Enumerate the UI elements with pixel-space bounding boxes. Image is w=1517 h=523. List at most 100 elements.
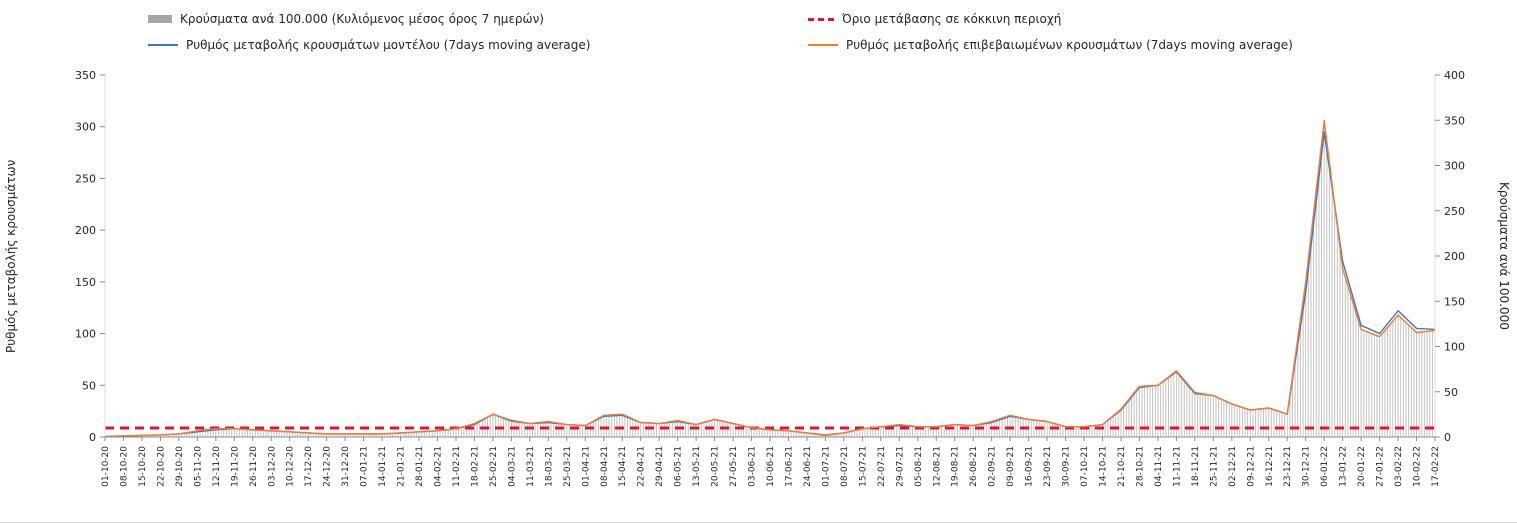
- y-right-tick-label: 350: [1444, 114, 1465, 127]
- gray-bar-swatch-icon: [148, 15, 172, 23]
- y-left-tick-label: 100: [75, 328, 96, 341]
- x-tick-label: 27-01-22: [1376, 446, 1386, 487]
- y-right-tick-label: 100: [1444, 341, 1465, 354]
- x-tick-label: 17-06-21: [784, 446, 794, 487]
- x-tick-label: 06-01-22: [1320, 446, 1330, 487]
- x-tick-label: 19-11-20: [230, 446, 240, 487]
- x-tick-label: 01-07-21: [821, 446, 831, 487]
- x-tick-label: 26-11-20: [249, 446, 259, 487]
- x-tick-label: 13-01-22: [1339, 446, 1349, 487]
- x-tick-label: 18-03-21: [544, 446, 554, 487]
- x-tick-label: 30-12-21: [1302, 446, 1312, 487]
- x-tick-label: 14-10-21: [1099, 446, 1109, 487]
- y-right-tick-label: 50: [1444, 386, 1458, 399]
- x-tick-label: 24-12-20: [323, 446, 333, 487]
- legend-label-confirmed-rate: Ρυθμός μεταβολής επιβεβαιωμένων κρουσμάτ…: [846, 38, 1293, 52]
- x-tick-label: 26-08-21: [969, 446, 979, 487]
- x-tick-label: 15-07-21: [858, 446, 868, 487]
- x-tick-label: 14-01-21: [378, 446, 388, 487]
- x-tick-label: 10-06-21: [766, 446, 776, 487]
- confirmed-line: [104, 119, 1436, 438]
- legend-item-threshold: Όριο μετάβασης σε κόκκινη περιοχή: [808, 10, 1061, 28]
- x-tick-label: 29-10-20: [175, 446, 185, 487]
- x-tick-label: 06-05-21: [674, 446, 684, 487]
- y-left-tick-label: 300: [75, 121, 96, 134]
- x-tick-label: 18-02-21: [470, 446, 480, 487]
- legend-label-model-rate: Ρυθμός μεταβολής κρουσμάτων μοντέλου (7d…: [186, 38, 591, 52]
- x-tick-label: 21-10-21: [1117, 446, 1127, 487]
- x-tick-label: 28-01-21: [415, 446, 425, 487]
- x-tick-label: 16-09-21: [1025, 446, 1035, 487]
- x-tick-label: 25-03-21: [563, 446, 573, 487]
- x-tick-label: 12-11-20: [212, 446, 222, 487]
- x-tick-label: 17-02-22: [1431, 446, 1441, 487]
- x-tick-label: 07-01-21: [360, 446, 370, 487]
- x-tick-label: 02-12-21: [1228, 446, 1238, 487]
- legend-item-model-rate: Ρυθμός μεταβολής κρουσμάτων μοντέλου (7d…: [148, 36, 590, 54]
- cases-bars: [104, 120, 1436, 437]
- x-tick-label: 25-02-21: [489, 446, 499, 487]
- x-tick-label: 30-09-21: [1062, 446, 1072, 487]
- x-tick-label: 10-02-22: [1413, 446, 1423, 487]
- x-tick-label: 25-11-21: [1209, 446, 1219, 487]
- y-right-tick-label: 250: [1444, 205, 1465, 218]
- x-tick-label: 24-06-21: [803, 446, 813, 487]
- x-tick-label: 05-11-20: [193, 446, 203, 487]
- x-tick-label: 01-10-20: [101, 446, 111, 487]
- x-tick-label: 16-12-21: [1265, 446, 1275, 487]
- x-tick-label: 18-11-21: [1191, 446, 1201, 487]
- x-tick-label: 22-07-21: [877, 446, 887, 487]
- x-tick-label: 03-12-20: [267, 446, 277, 487]
- blue-line-swatch-icon: [148, 44, 178, 46]
- y-axis-title-right: Κρούσματα ανά 100.000: [1497, 182, 1511, 330]
- x-tick-label: 19-08-21: [951, 446, 961, 487]
- y-right-tick-label: 400: [1444, 69, 1465, 82]
- orange-line-swatch-icon: [808, 44, 838, 46]
- x-tick-label: 12-08-21: [932, 446, 942, 487]
- x-tick-label: 11-03-21: [526, 446, 536, 487]
- y-left-tick-label: 50: [82, 379, 96, 392]
- x-tick-label: 21-01-21: [397, 446, 407, 487]
- legend-label-cases: Κρούσματα ανά 100.000 (Κυλιόμενος μέσος …: [180, 12, 544, 26]
- x-tick-label: 29-04-21: [655, 446, 665, 487]
- legend-item-confirmed-rate: Ρυθμός μεταβολής επιβεβαιωμένων κρουσμάτ…: [808, 36, 1293, 54]
- x-tick-label: 31-12-20: [341, 446, 351, 487]
- x-tick-label: 13-05-21: [692, 446, 702, 487]
- x-tick-label: 15-10-20: [138, 446, 148, 487]
- x-tick-label: 02-09-21: [988, 446, 998, 487]
- y-left-tick-label: 200: [75, 224, 96, 237]
- x-tick-label: 04-11-21: [1154, 446, 1164, 487]
- x-tick-label: 03-06-21: [748, 446, 758, 487]
- x-tick-label: 22-10-20: [156, 446, 166, 487]
- x-tick-label: 17-12-20: [304, 446, 314, 487]
- x-tick-label: 09-09-21: [1006, 446, 1016, 487]
- x-tick-label: 20-05-21: [711, 446, 721, 487]
- x-tick-label: 08-04-21: [600, 446, 610, 487]
- x-tick-label: 28-10-21: [1135, 446, 1145, 487]
- legend-label-threshold: Όριο μετάβασης σε κόκκινη περιοχή: [842, 12, 1062, 26]
- y-left-tick-label: 0: [89, 431, 96, 444]
- x-tick-label: 29-07-21: [895, 446, 905, 487]
- x-tick-label: 11-02-21: [452, 446, 462, 487]
- y-right-tick-label: 200: [1444, 250, 1465, 263]
- y-right-tick-label: 0: [1444, 431, 1451, 444]
- y-right-tick-label: 150: [1444, 295, 1465, 308]
- x-tick-label: 08-07-21: [840, 446, 850, 487]
- x-tick-label: 20-01-22: [1357, 446, 1367, 487]
- x-tick-label: 10-12-20: [286, 446, 296, 487]
- x-tick-label: 09-12-21: [1246, 446, 1256, 487]
- x-tick-label: 11-11-21: [1172, 446, 1182, 487]
- x-tick-label: 08-10-20: [119, 446, 129, 487]
- y-left-tick-label: 250: [75, 172, 96, 185]
- x-tick-label: 04-03-21: [507, 446, 517, 487]
- x-tick-label: 04-02-21: [434, 446, 444, 487]
- x-tick-label: 05-08-21: [914, 446, 924, 487]
- x-tick-label: 03-02-22: [1394, 446, 1404, 487]
- legend-item-cases: Κρούσματα ανά 100.000 (Κυλιόμενος μέσος …: [148, 10, 544, 28]
- red-dash-swatch-icon: [808, 17, 834, 21]
- x-tick-label: 22-04-21: [637, 446, 647, 487]
- x-tick-label: 15-04-21: [618, 446, 628, 487]
- x-tick-label: 23-12-21: [1283, 446, 1293, 487]
